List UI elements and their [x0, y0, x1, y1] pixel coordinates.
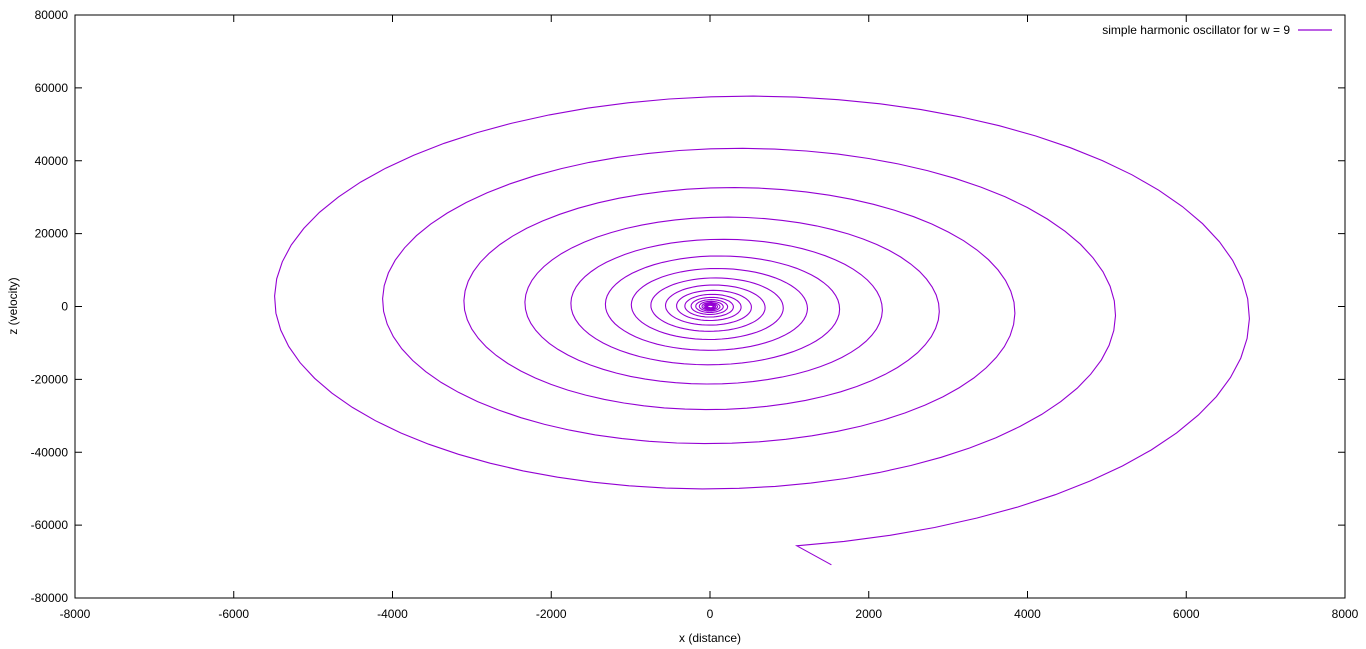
legend-label: simple harmonic oscillator for w = 9 [1102, 23, 1290, 37]
x-axis-label: x (distance) [679, 631, 741, 645]
y-tick-label: 80000 [35, 8, 69, 22]
plot-frame [74, 14, 1346, 599]
y-tick-label: -60000 [31, 518, 69, 532]
ticks-layer: -8000 -6000 -4000 -2000 0 2000 4000 6000 8000-80… [31, 8, 1359, 621]
x-tick-label: -6000 [218, 607, 249, 621]
series-layer [274, 95, 1250, 566]
y-tick-label: 0 [61, 300, 68, 314]
x-tick-label: 2000 [855, 607, 882, 621]
x-tick-label: -8000 [60, 607, 91, 621]
y-tick-label: -40000 [31, 445, 69, 459]
y-tick-label: 20000 [35, 227, 69, 241]
y-tick-label: -20000 [31, 372, 69, 386]
x-tick-label: 8000 [1332, 607, 1359, 621]
series-line [274, 95, 1250, 566]
x-tick-label: 4000 [1014, 607, 1041, 621]
x-tick-label: -4000 [377, 607, 408, 621]
y-tick-label: 60000 [35, 81, 69, 95]
x-tick-label: -2000 [536, 607, 567, 621]
y-tick-label: 40000 [35, 154, 69, 168]
x-tick-label: 6000 [1173, 607, 1200, 621]
legend: simple harmonic oscillator for w = 9 [1102, 23, 1332, 37]
y-axis-label: z (velocity) [6, 277, 20, 334]
y-tick-label: -80000 [31, 591, 69, 605]
x-tick-label: 0 [707, 607, 714, 621]
